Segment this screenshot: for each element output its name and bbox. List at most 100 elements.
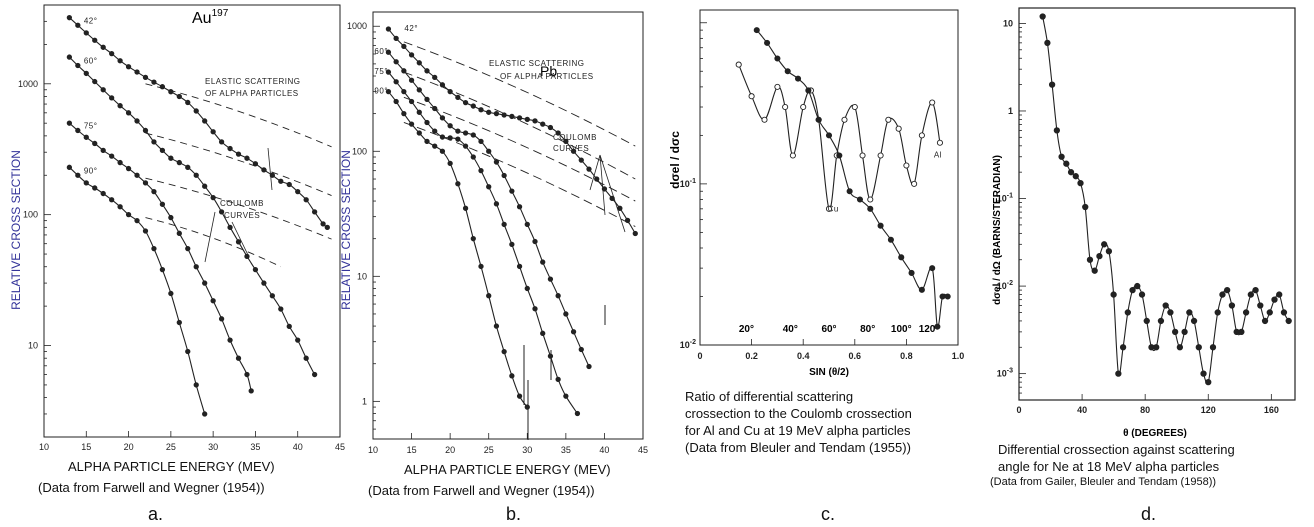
data-point	[486, 148, 492, 154]
data-point	[218, 316, 225, 322]
data-point	[218, 139, 225, 145]
data-point	[877, 152, 884, 159]
y-tick-label: 10-2	[680, 339, 696, 350]
data-point	[1205, 378, 1212, 386]
data-point	[100, 190, 106, 197]
data-point	[586, 166, 592, 172]
data-point	[75, 172, 81, 178]
data-point	[493, 323, 500, 329]
panel-b-annotation-line1: ELASTIC SCATTERING	[489, 59, 585, 68]
data-point	[1101, 241, 1108, 248]
data-point	[92, 37, 98, 43]
x-tick-label: 15	[81, 442, 91, 452]
data-point	[563, 311, 569, 317]
x-tick-label: 0	[1016, 405, 1021, 415]
series-label: Cu	[828, 204, 839, 213]
data-point	[455, 136, 461, 142]
data-point	[168, 290, 174, 297]
data-point	[1219, 291, 1226, 298]
data-point	[66, 54, 73, 60]
data-point	[486, 184, 492, 190]
data-point	[261, 280, 267, 286]
series-label: 90°	[374, 87, 388, 96]
pointer-line	[267, 147, 273, 191]
data-point	[462, 130, 469, 136]
x-tick-label: 120	[1201, 405, 1216, 415]
data-point	[151, 188, 157, 195]
data-point	[1195, 344, 1202, 351]
data-point	[176, 93, 182, 100]
data-point	[324, 224, 330, 230]
data-point	[918, 286, 925, 293]
panel-b-xlabel: ALPHA PARTICLE ENERGY (MEV)	[404, 462, 611, 477]
data-point	[815, 116, 822, 123]
data-point	[524, 404, 530, 410]
data-point	[1190, 317, 1198, 325]
data-point	[176, 159, 182, 166]
data-point	[1063, 160, 1070, 167]
data-point	[100, 44, 106, 50]
x-tick-label: 0.4	[797, 351, 810, 361]
data-point	[934, 323, 941, 330]
data-point	[540, 121, 546, 127]
data-point	[439, 115, 446, 121]
x-tick-label: 0.6	[849, 351, 862, 361]
series-label: 60°	[374, 47, 388, 56]
pointer-line	[599, 154, 626, 233]
data-point	[439, 148, 446, 154]
panel-a-letter: a.	[148, 504, 164, 524]
data-point	[1186, 309, 1193, 316]
data-point	[92, 185, 98, 191]
data-point	[385, 69, 392, 75]
data-point	[1077, 179, 1084, 187]
x-tick-label: 45	[335, 442, 345, 452]
x-tick-label: 10	[39, 442, 49, 452]
data-point	[134, 172, 140, 178]
data-point	[210, 129, 216, 135]
data-point	[1271, 296, 1278, 303]
panel-c-ylabel: dσel / dσc	[668, 131, 682, 189]
data-point	[109, 95, 115, 101]
panel-d-caption-line1: Differential crossection against scatter…	[998, 442, 1235, 457]
series-90: 90°	[374, 87, 530, 410]
data-point	[1242, 309, 1250, 316]
coulomb-curve	[403, 41, 636, 147]
data-point	[159, 147, 166, 154]
data-point	[210, 298, 216, 304]
data-point	[92, 78, 98, 85]
data-point	[75, 127, 81, 134]
data-point	[1138, 291, 1146, 298]
data-point	[385, 88, 392, 95]
data-point	[168, 155, 174, 161]
data-point	[462, 99, 469, 106]
data-point	[846, 188, 853, 195]
data-point	[1044, 39, 1051, 46]
data-point	[789, 152, 796, 159]
data-point	[540, 259, 546, 265]
angle-tick-label: 60°	[821, 324, 836, 335]
data-point	[439, 134, 446, 140]
series-line	[387, 71, 578, 414]
data-point	[202, 183, 208, 189]
coulomb-curve	[145, 177, 332, 240]
series-label: 42°	[404, 24, 418, 33]
data-point	[455, 94, 461, 100]
data-point	[540, 330, 546, 336]
data-point	[859, 152, 866, 159]
data-point	[1039, 13, 1046, 20]
data-point	[470, 103, 476, 109]
series-75: 75°	[66, 120, 254, 394]
angle-tick-label: 100°	[891, 324, 912, 335]
data-point	[432, 143, 438, 149]
data-point	[944, 293, 951, 300]
data-point	[424, 138, 430, 145]
data-point	[903, 162, 910, 169]
data-point	[1280, 309, 1288, 316]
data-point	[856, 196, 864, 203]
data-point	[286, 323, 292, 330]
data-point	[83, 134, 89, 140]
data-point	[1247, 291, 1254, 298]
data-point	[501, 112, 507, 118]
data-point	[401, 88, 407, 95]
data-point	[761, 116, 768, 123]
